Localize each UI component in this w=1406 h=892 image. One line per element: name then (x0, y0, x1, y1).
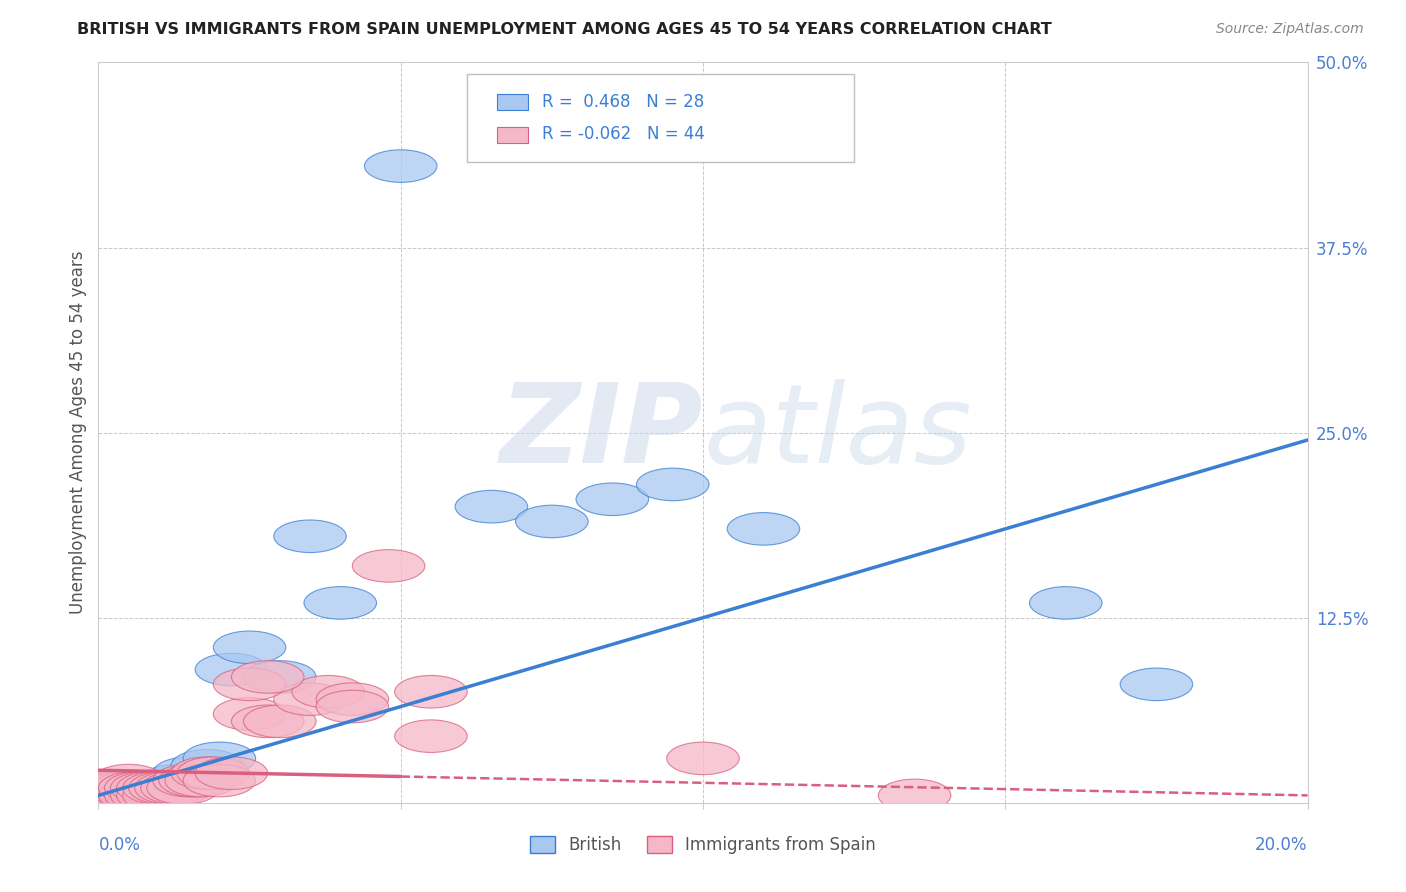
Ellipse shape (214, 668, 285, 700)
Ellipse shape (135, 772, 207, 805)
Text: atlas: atlas (703, 379, 972, 486)
Ellipse shape (122, 772, 195, 805)
Ellipse shape (111, 779, 183, 812)
Ellipse shape (117, 772, 188, 805)
Ellipse shape (183, 742, 256, 774)
Ellipse shape (516, 505, 588, 538)
Ellipse shape (153, 757, 225, 789)
Ellipse shape (141, 764, 214, 797)
Ellipse shape (395, 720, 467, 753)
Ellipse shape (75, 779, 146, 812)
Ellipse shape (80, 779, 153, 812)
Ellipse shape (98, 779, 172, 812)
Ellipse shape (274, 520, 346, 552)
Ellipse shape (104, 772, 177, 805)
Ellipse shape (232, 661, 304, 693)
Ellipse shape (104, 779, 177, 812)
Ellipse shape (86, 772, 159, 805)
Ellipse shape (576, 483, 648, 516)
Ellipse shape (353, 549, 425, 582)
Ellipse shape (316, 683, 388, 715)
Ellipse shape (104, 772, 177, 805)
Ellipse shape (183, 764, 256, 797)
Ellipse shape (195, 757, 267, 789)
Ellipse shape (637, 468, 709, 500)
Ellipse shape (80, 779, 153, 812)
Ellipse shape (214, 698, 285, 731)
FancyBboxPatch shape (467, 73, 855, 162)
Y-axis label: Unemployment Among Ages 45 to 54 years: Unemployment Among Ages 45 to 54 years (69, 251, 87, 615)
Ellipse shape (172, 749, 243, 782)
Ellipse shape (111, 779, 183, 812)
Ellipse shape (243, 705, 316, 738)
Ellipse shape (75, 772, 146, 805)
Ellipse shape (135, 772, 207, 805)
Ellipse shape (146, 772, 219, 805)
Ellipse shape (75, 779, 146, 812)
Ellipse shape (316, 690, 388, 723)
Ellipse shape (86, 779, 159, 812)
Ellipse shape (456, 491, 527, 523)
FancyBboxPatch shape (498, 127, 527, 143)
Ellipse shape (177, 757, 250, 789)
Ellipse shape (93, 772, 165, 805)
Ellipse shape (129, 772, 201, 805)
Ellipse shape (129, 772, 201, 805)
Ellipse shape (274, 683, 346, 715)
Ellipse shape (153, 764, 225, 797)
Ellipse shape (93, 764, 165, 797)
Ellipse shape (122, 772, 195, 805)
Ellipse shape (304, 587, 377, 619)
Text: 0.0%: 0.0% (98, 836, 141, 855)
Ellipse shape (232, 705, 304, 738)
Ellipse shape (98, 779, 172, 812)
Ellipse shape (172, 757, 243, 789)
Ellipse shape (1121, 668, 1192, 700)
Ellipse shape (122, 779, 195, 812)
Ellipse shape (80, 772, 153, 805)
Ellipse shape (69, 779, 141, 812)
Ellipse shape (292, 675, 364, 708)
Ellipse shape (879, 779, 950, 812)
Ellipse shape (117, 772, 188, 805)
Ellipse shape (165, 764, 238, 797)
Text: BRITISH VS IMMIGRANTS FROM SPAIN UNEMPLOYMENT AMONG AGES 45 TO 54 YEARS CORRELAT: BRITISH VS IMMIGRANTS FROM SPAIN UNEMPLO… (77, 22, 1052, 37)
FancyBboxPatch shape (498, 95, 527, 110)
Ellipse shape (195, 653, 267, 686)
Legend: British, Immigrants from Spain: British, Immigrants from Spain (523, 830, 883, 861)
Ellipse shape (243, 661, 316, 693)
Text: R = -0.062   N = 44: R = -0.062 N = 44 (543, 125, 704, 144)
Ellipse shape (111, 772, 183, 805)
Ellipse shape (395, 675, 467, 708)
Text: Source: ZipAtlas.com: Source: ZipAtlas.com (1216, 22, 1364, 37)
Ellipse shape (86, 779, 159, 812)
Text: ZIP: ZIP (499, 379, 703, 486)
Ellipse shape (666, 742, 740, 774)
Text: R =  0.468   N = 28: R = 0.468 N = 28 (543, 93, 704, 111)
Ellipse shape (1029, 587, 1102, 619)
Ellipse shape (364, 150, 437, 182)
Ellipse shape (159, 764, 232, 797)
Ellipse shape (98, 772, 172, 805)
Ellipse shape (93, 779, 165, 812)
Text: 20.0%: 20.0% (1256, 836, 1308, 855)
Ellipse shape (117, 779, 188, 812)
Ellipse shape (141, 772, 214, 805)
Ellipse shape (727, 513, 800, 545)
Ellipse shape (214, 631, 285, 664)
